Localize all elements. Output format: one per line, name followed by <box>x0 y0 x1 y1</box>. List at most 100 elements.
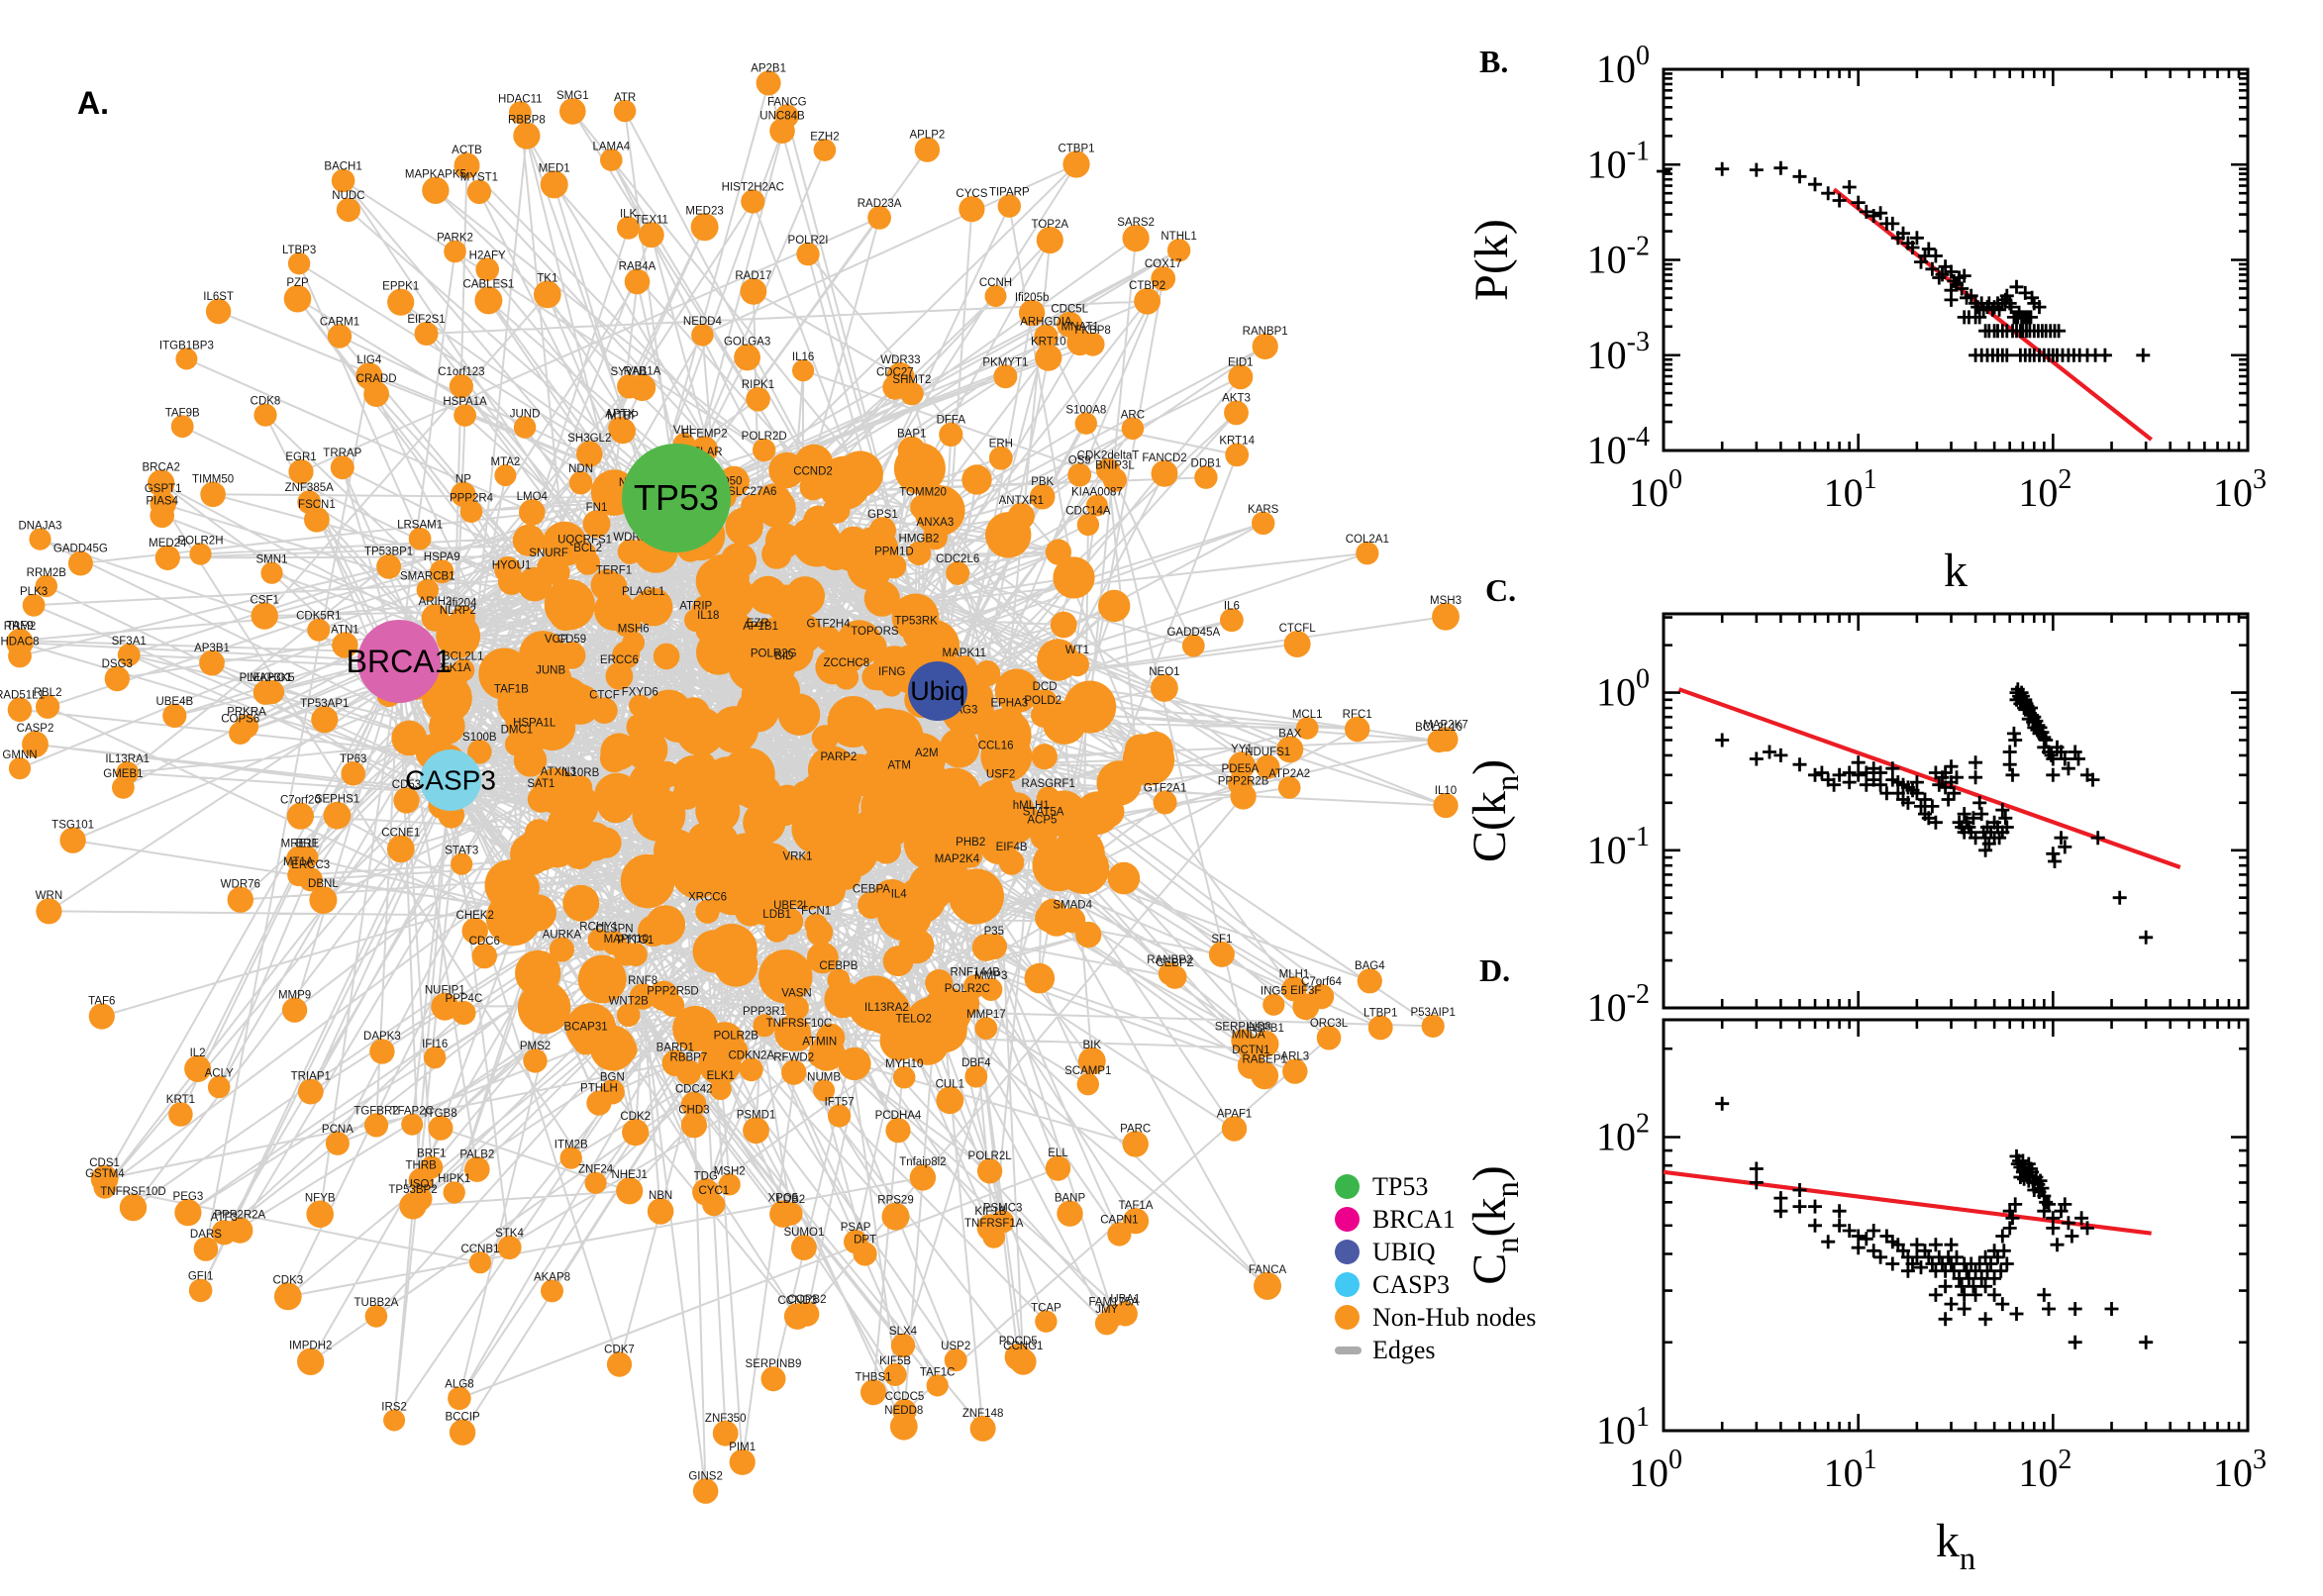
network-node-label: ING5 <box>1261 986 1287 998</box>
network-node-label: CDC27 <box>876 367 914 379</box>
network-node <box>205 298 232 325</box>
network-node <box>743 1117 769 1145</box>
network-node <box>428 1115 454 1141</box>
network-node <box>881 553 907 579</box>
network-node <box>838 1047 871 1081</box>
network-node <box>994 668 1040 714</box>
network-node <box>741 189 765 214</box>
network-node <box>850 830 883 863</box>
network-node <box>341 761 366 786</box>
network-node-label: TGFBR2 <box>354 1105 398 1117</box>
network-node-label: ITGB8 <box>424 1108 456 1120</box>
network-node-label: ACTB <box>452 145 482 156</box>
network-node <box>1007 502 1035 531</box>
network-node-label: EIF4B <box>996 842 1028 853</box>
network-node <box>720 543 758 579</box>
network-node-label: MMP3 <box>974 970 1007 982</box>
network-node-label: GADD45G <box>53 544 108 555</box>
network-node-label: TUBB2A <box>354 1297 399 1309</box>
network-node-label: RRM2B <box>27 567 67 579</box>
network-node <box>597 785 635 824</box>
network-node-label: RFC1 <box>1343 709 1372 721</box>
hub-node-brca1 <box>357 620 441 703</box>
network-node-label: VCP <box>545 634 568 646</box>
network-node-label: DFFA <box>937 415 966 427</box>
network-node <box>600 149 623 171</box>
network-node-label: RBBP8 <box>508 115 546 127</box>
network-node <box>756 70 781 96</box>
tick-label: 100 <box>1629 1445 1682 1495</box>
network-node-label: ELK1 <box>707 1070 735 1082</box>
network-node <box>93 1176 117 1199</box>
network-node-label: BRE <box>296 839 320 850</box>
network-node-label: PCDHA4 <box>875 1110 922 1122</box>
network-node <box>799 473 827 501</box>
network-node-label: HIST2H2AC <box>722 181 784 193</box>
network-node <box>331 168 355 193</box>
network-node-label: NDN <box>568 463 593 475</box>
network-node <box>914 755 940 781</box>
network-node <box>519 499 546 526</box>
network-node-label: UBA1 <box>1110 1294 1140 1306</box>
network-node <box>35 574 57 598</box>
network-node-label: HDAC8 <box>1 637 40 648</box>
tick-label: 10-3 <box>1587 327 1650 377</box>
network-node-label: TP63 <box>340 753 367 765</box>
network-node-label: PDE5A <box>1222 763 1260 775</box>
network-node <box>976 1158 1003 1184</box>
network-node <box>982 1225 1006 1248</box>
network-node-label: CDKN2A <box>728 1049 774 1061</box>
network-node-label: DNAJA3 <box>18 521 61 533</box>
network-node-label: DCD <box>1033 681 1058 693</box>
network-node-label: KIF1B <box>974 1206 1006 1218</box>
network-node-label: RANBP1 <box>1243 326 1288 338</box>
network-node-label: PSMC3 <box>983 1202 1023 1214</box>
network-node <box>260 561 283 584</box>
network-node <box>706 648 733 674</box>
network-node <box>391 720 428 756</box>
network-node <box>540 170 568 199</box>
network-node-label: SH3GL2 <box>567 433 611 445</box>
network-node <box>475 257 500 282</box>
network-node <box>1018 299 1046 327</box>
network-node <box>718 1173 741 1196</box>
network-node-label: UQCRFS1 <box>557 534 612 546</box>
network-node-label: IL6ST <box>203 291 234 303</box>
legend-item: CASP3 <box>1335 1268 1592 1301</box>
network-node-label: EZH2 <box>810 131 839 143</box>
network-node-label: PPP2R5D <box>647 986 698 998</box>
network-node-label: NP <box>455 474 471 486</box>
network-node-label: SHMT2 <box>892 374 931 386</box>
network-node-label: BCCIP <box>446 1412 480 1424</box>
network-node-label: IFNG <box>878 666 906 678</box>
network-node <box>150 490 176 518</box>
network-node <box>890 1333 916 1358</box>
network-node <box>886 896 912 922</box>
network-node <box>311 706 339 734</box>
network-node <box>1282 1058 1308 1084</box>
network-node-label: RFWD2 <box>773 1051 814 1063</box>
network-node-label: RIPK1 <box>742 379 774 391</box>
network-node <box>860 783 907 830</box>
network-node-label: LRSAM1 <box>397 520 443 532</box>
network-node-label: WNT2B <box>609 995 650 1007</box>
network-node <box>610 418 636 445</box>
network-node <box>1237 1051 1264 1079</box>
network-node-label: HSPB1 <box>1247 1023 1284 1035</box>
network-node <box>860 1379 886 1406</box>
network-node-label: TP53BP1 <box>364 547 413 558</box>
network-node-label: RASGRF1 <box>1022 778 1075 790</box>
network-node <box>387 288 415 316</box>
network-node-label: CD53 <box>392 779 421 791</box>
network-node-label: CDK7 <box>604 1345 635 1356</box>
network-node-label: GFI1 <box>188 1271 214 1283</box>
network-node-label: MSH2 <box>714 1165 746 1177</box>
network-node <box>549 937 575 962</box>
network-node <box>680 1112 708 1139</box>
hub-nodes: TP53 BRCA1 Ubiq CASP3 <box>347 444 967 811</box>
network-node <box>36 898 62 925</box>
network-node-label: TOP2A <box>1032 219 1069 231</box>
network-node <box>779 1202 803 1226</box>
